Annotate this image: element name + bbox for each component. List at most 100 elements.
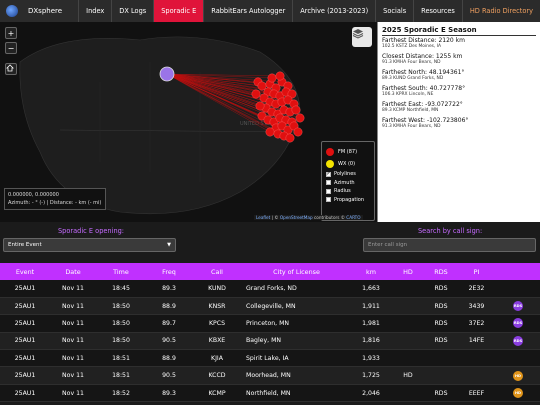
stat-block: Farthest East: -93.072722° 89.3 KCMP Nort… xyxy=(382,101,536,113)
nav-item-sporadic-e[interactable]: Sporadic E xyxy=(153,0,204,22)
azimuth-checkbox[interactable] xyxy=(326,180,331,186)
propagation-polyline xyxy=(166,73,281,77)
stat-station: 102.5 KSTZ Des Moines, IA xyxy=(382,44,442,49)
column-header-city-of-license[interactable]: City of License xyxy=(273,267,320,276)
table-row[interactable]: 25AU1 Nov 11 18:52 89.3 KCMP Northfield, MN 2,… xyxy=(0,384,540,403)
brand[interactable]: DXsphere xyxy=(0,0,78,22)
polylines-checkbox[interactable]: ✓ xyxy=(326,171,331,178)
cell-badge xyxy=(496,280,540,298)
zoom-in-button[interactable]: + xyxy=(5,27,17,39)
nav-item-hd-radio-directory[interactable]: HD Radio Directory xyxy=(461,0,540,22)
cell-badge: RDS xyxy=(496,297,540,316)
cell-city: Princeton, MN xyxy=(242,314,351,333)
cell-hd xyxy=(391,384,425,403)
hd-badge-icon[interactable]: HD xyxy=(513,388,523,399)
opening-select[interactable]: Entire Event ▼ xyxy=(3,238,176,252)
radius-toggle[interactable]: Radius xyxy=(326,187,370,196)
main-nav: Index DX Logs Sporadic E RabbitEars Autolog… xyxy=(78,0,540,22)
cell-call[interactable]: KUND xyxy=(192,280,242,298)
azimuth-toggle[interactable]: Azimuth xyxy=(326,179,370,188)
cell-hd xyxy=(391,332,425,351)
polylines-toggle[interactable]: ✓ Polylines xyxy=(326,170,370,179)
cell-call[interactable]: KPCS xyxy=(192,314,242,333)
stat-station: 89.3 KCMP Northfield, MN xyxy=(382,108,439,113)
cell-date: Nov 11 xyxy=(50,366,96,385)
osm-link[interactable]: OpenStreetMap xyxy=(279,215,313,220)
radius-checkbox[interactable] xyxy=(326,188,331,194)
cell-freq: 90.5 xyxy=(146,366,192,385)
column-header-badge[interactable] xyxy=(496,263,540,280)
propagation-polyline xyxy=(166,73,295,127)
polylines-label: Polylines xyxy=(334,171,356,178)
cell-badge: HD xyxy=(496,384,540,403)
rds-badge-icon[interactable]: RDS xyxy=(513,318,523,329)
legend-wx[interactable]: WX (0) xyxy=(326,158,370,170)
legend-wx-label: WX (0) xyxy=(338,161,356,167)
propagation-checkbox[interactable] xyxy=(326,197,331,203)
cell-call[interactable]: KCCD xyxy=(192,366,242,385)
log-table-container[interactable]: Event Date Time Freq Call City of License km HD… xyxy=(0,263,540,405)
cell-call[interactable]: KNSR xyxy=(192,297,242,316)
hd-badge-icon[interactable]: HD xyxy=(513,370,523,381)
fm-station-marker xyxy=(267,73,277,83)
column-header-event[interactable]: Event xyxy=(15,267,35,276)
cell-freq: 89.7 xyxy=(146,314,192,333)
zoom-out-button[interactable]: − xyxy=(5,42,17,54)
table-row[interactable]: 25AU1 Nov 11 18:51 88.9 KJIA Spirit Lake, IA 1… xyxy=(0,349,540,368)
cell-rds: RDS xyxy=(425,384,457,403)
rds-badge-icon[interactable]: RDS xyxy=(513,335,523,346)
home-button[interactable] xyxy=(5,63,17,75)
cell-call[interactable]: KBXE xyxy=(192,332,242,351)
wx-marker-icon xyxy=(326,160,334,168)
fm-marker-icon xyxy=(326,148,334,156)
nav-item-resources[interactable]: Resources xyxy=(413,0,462,22)
home-icon xyxy=(6,64,14,72)
column-header-hd[interactable]: HD xyxy=(403,267,413,276)
table-row[interactable]: 25AU1 Nov 11 18:50 90.5 KBXE Bagley, MN 1,816 R… xyxy=(0,332,540,351)
season-stats-panel: 2025 Sporadic E Season Farthest Distance… xyxy=(377,22,540,222)
log-table: Event Date Time Freq Call City of License km HD… xyxy=(0,263,540,403)
propagation-polyline xyxy=(166,73,277,129)
column-header-date[interactable]: Date xyxy=(65,267,81,276)
nav-item-rabbitears-autologger[interactable]: RabbitEars Autologger xyxy=(203,0,292,22)
column-header-rds[interactable]: RDS xyxy=(434,267,448,276)
cell-city: Grand Forks, ND xyxy=(242,280,351,298)
rds-badge-icon[interactable]: RDS xyxy=(513,301,523,312)
cell-hd: HD xyxy=(391,366,425,385)
top-nav-bar: DXsphere Index DX Logs Sporadic E RabbitEar… xyxy=(0,0,540,22)
nav-item-index[interactable]: Index xyxy=(78,0,111,22)
stat-station: 89.3 KUND Grand Forks, ND xyxy=(382,76,444,81)
map-panel[interactable]: UNITED STATES + − 0.000000, 0.000000 Azi… xyxy=(0,22,377,222)
cell-date: Nov 11 xyxy=(50,384,96,403)
leaflet-link[interactable]: Leaflet xyxy=(256,215,271,220)
table-row[interactable]: 25AU1 Nov 11 18:51 90.5 KCCD Moorhead, MN 1,72… xyxy=(0,366,540,385)
column-header-freq[interactable]: Freq xyxy=(162,267,176,276)
call-sign-search-input[interactable]: Enter call sign xyxy=(363,238,536,252)
legend-fm[interactable]: FM (87) xyxy=(326,146,370,158)
stat-block: Farthest North: 48.194361° 89.3 KUND Gran… xyxy=(382,69,536,81)
fm-station-marker xyxy=(285,133,295,143)
nav-item-dx-logs[interactable]: DX Logs xyxy=(111,0,153,22)
propagation-toggle[interactable]: Propagation xyxy=(326,196,370,205)
table-row[interactable]: 25AU1 Nov 11 18:50 88.9 KNSR Collegeville, MN… xyxy=(0,297,540,316)
column-header-call[interactable]: Call xyxy=(211,267,223,276)
cell-time: 18:50 xyxy=(96,297,146,316)
cell-rds xyxy=(425,349,457,368)
nav-item-socials[interactable]: Socials xyxy=(375,0,413,22)
stat-station: 106.3 KPRX Lincoln, NE xyxy=(382,92,434,97)
layers-button[interactable] xyxy=(352,27,372,47)
cell-date: Nov 11 xyxy=(50,332,96,351)
cell-time: 18:52 xyxy=(96,384,146,403)
stat-heading: Farthest North: 48.194361° xyxy=(382,69,465,76)
nav-item-archive-2013-2023[interactable]: Archive (2013-2023) xyxy=(292,0,375,22)
cell-call[interactable]: KJIA xyxy=(192,349,242,368)
table-row[interactable]: 25AU1 Nov 11 18:50 89.7 KPCS Princeton, MN 1,9… xyxy=(0,314,540,333)
column-header-time[interactable]: Time xyxy=(113,267,129,276)
propagation-polyline xyxy=(166,73,291,139)
column-header-km[interactable]: km xyxy=(366,267,376,276)
table-row[interactable]: 25AU1 Nov 11 18:45 89.3 KUND Grand Forks, ND 1… xyxy=(0,280,540,298)
carto-link[interactable]: CARTO xyxy=(346,215,361,220)
column-header-pi[interactable]: PI xyxy=(473,267,480,276)
cell-call[interactable]: KCMP xyxy=(192,384,242,403)
cell-time: 18:50 xyxy=(96,314,146,333)
